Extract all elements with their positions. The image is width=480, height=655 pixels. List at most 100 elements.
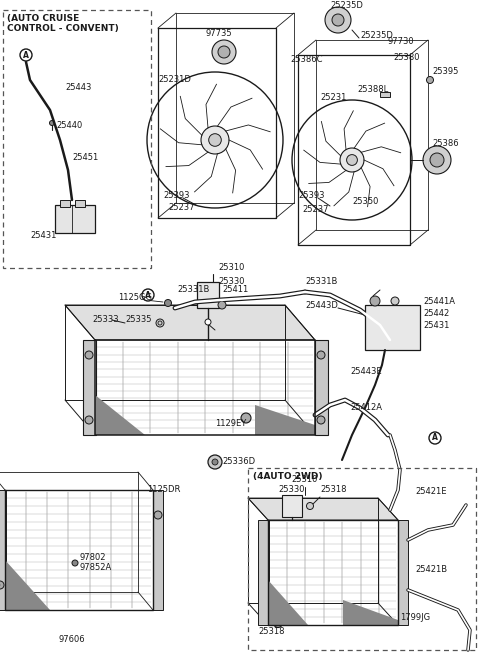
- Text: 25440: 25440: [56, 121, 82, 130]
- Text: A: A: [23, 50, 29, 60]
- Text: 97802: 97802: [80, 553, 107, 563]
- Text: 25431: 25431: [30, 231, 56, 240]
- Text: 25380: 25380: [393, 54, 420, 62]
- Text: 1129EY: 1129EY: [215, 419, 246, 428]
- Polygon shape: [95, 395, 145, 435]
- Text: 25350: 25350: [352, 198, 378, 206]
- Text: 25386: 25386: [432, 138, 458, 147]
- Text: 1799JG: 1799JG: [400, 614, 430, 622]
- Text: 25330: 25330: [278, 485, 304, 495]
- Circle shape: [165, 299, 171, 307]
- Text: 25441A: 25441A: [423, 297, 455, 307]
- Circle shape: [370, 296, 380, 306]
- Polygon shape: [343, 600, 398, 625]
- Text: 25235D: 25235D: [330, 1, 363, 10]
- Circle shape: [430, 153, 444, 167]
- Bar: [315, 340, 328, 435]
- Text: 25335: 25335: [125, 316, 152, 324]
- Circle shape: [212, 459, 218, 465]
- Text: 97730: 97730: [387, 37, 414, 47]
- Circle shape: [391, 297, 399, 305]
- Text: 25318: 25318: [258, 627, 285, 637]
- Bar: [380, 92, 390, 97]
- Bar: [83, 340, 96, 435]
- Polygon shape: [248, 498, 398, 520]
- Circle shape: [0, 581, 4, 589]
- Circle shape: [154, 511, 162, 519]
- Bar: [153, 490, 163, 610]
- Circle shape: [72, 560, 78, 566]
- Text: 25310: 25310: [218, 263, 244, 272]
- Circle shape: [85, 416, 93, 424]
- Circle shape: [317, 416, 325, 424]
- Circle shape: [423, 146, 451, 174]
- Circle shape: [429, 432, 441, 444]
- Circle shape: [274, 618, 283, 627]
- Text: 25388L: 25388L: [357, 86, 388, 94]
- Text: 25421B: 25421B: [415, 565, 447, 574]
- Text: 25393: 25393: [163, 191, 190, 200]
- Circle shape: [156, 319, 164, 327]
- Text: 25310: 25310: [292, 476, 318, 485]
- Text: 25330: 25330: [218, 278, 244, 286]
- Text: 25443: 25443: [65, 83, 91, 92]
- Circle shape: [332, 14, 344, 26]
- Text: 25395: 25395: [432, 67, 458, 77]
- Circle shape: [347, 155, 358, 166]
- Circle shape: [49, 121, 55, 126]
- Text: 97606: 97606: [59, 635, 85, 645]
- Circle shape: [340, 148, 364, 172]
- Text: 97735: 97735: [205, 29, 232, 39]
- Text: 25237: 25237: [302, 206, 328, 214]
- Polygon shape: [5, 560, 50, 610]
- Circle shape: [201, 126, 229, 154]
- Text: 25411: 25411: [222, 286, 248, 295]
- Polygon shape: [268, 580, 308, 625]
- Circle shape: [241, 413, 251, 423]
- Bar: [365, 305, 420, 350]
- Text: A: A: [432, 434, 438, 443]
- Circle shape: [427, 77, 433, 83]
- Bar: [75, 200, 85, 207]
- Text: 25386C: 25386C: [290, 56, 323, 64]
- Bar: [398, 520, 408, 625]
- Text: 1125DR: 1125DR: [147, 485, 180, 495]
- Polygon shape: [255, 405, 315, 435]
- Text: 25393: 25393: [298, 191, 324, 200]
- Circle shape: [218, 301, 226, 309]
- Text: 25443D: 25443D: [305, 301, 338, 310]
- Text: A: A: [145, 291, 151, 299]
- Circle shape: [208, 455, 222, 469]
- Text: 25443E: 25443E: [350, 367, 382, 377]
- Text: 25421E: 25421E: [415, 487, 446, 496]
- Bar: [60, 200, 70, 207]
- Circle shape: [325, 7, 351, 33]
- Text: (4AUTO 2WD): (4AUTO 2WD): [253, 472, 323, 481]
- Bar: [55, 205, 95, 233]
- Circle shape: [212, 40, 236, 64]
- Text: 97852A: 97852A: [80, 563, 112, 572]
- Circle shape: [205, 319, 211, 325]
- Text: 25333: 25333: [92, 316, 119, 324]
- Text: 25237: 25237: [168, 204, 194, 212]
- Text: 25331B: 25331B: [177, 286, 209, 295]
- Circle shape: [307, 502, 313, 510]
- Circle shape: [209, 134, 221, 146]
- Text: 25231D: 25231D: [158, 75, 191, 84]
- Text: 25235D: 25235D: [360, 31, 393, 39]
- Bar: [282, 495, 302, 517]
- Circle shape: [317, 351, 325, 359]
- Polygon shape: [65, 305, 315, 340]
- Bar: [197, 282, 219, 308]
- Circle shape: [85, 351, 93, 359]
- Text: 25412A: 25412A: [350, 403, 382, 413]
- Text: 25442: 25442: [423, 309, 449, 318]
- Text: (AUTO CRUISE
CONTROL - CONVENT): (AUTO CRUISE CONTROL - CONVENT): [7, 14, 119, 33]
- Circle shape: [142, 289, 154, 301]
- Bar: [258, 520, 269, 625]
- Text: 1125GG: 1125GG: [118, 293, 152, 303]
- Text: 25331B: 25331B: [305, 278, 337, 286]
- Circle shape: [218, 46, 230, 58]
- Text: 25318: 25318: [320, 485, 347, 495]
- Text: 25431: 25431: [423, 322, 449, 331]
